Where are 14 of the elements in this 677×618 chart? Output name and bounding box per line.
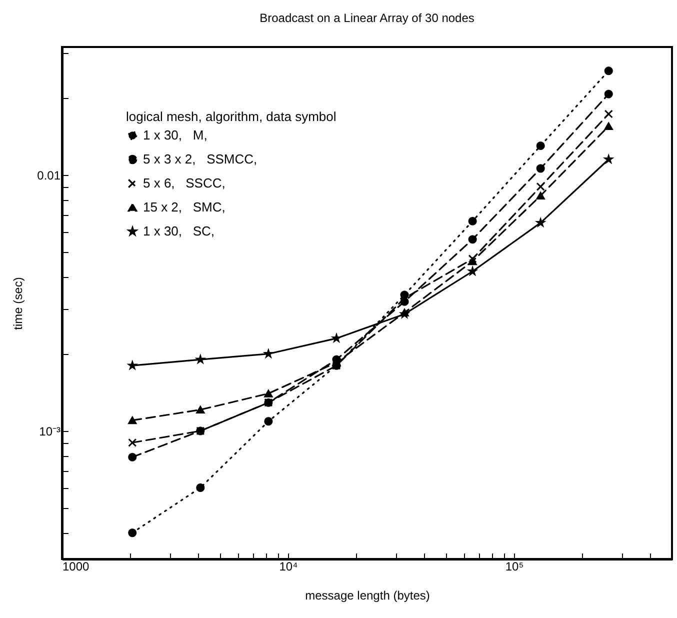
legend-label: 15 x 2, SMC, xyxy=(143,200,226,214)
legend-title: logical mesh, algorithm, data symbol xyxy=(126,109,336,124)
y-tick-label: 0.01 xyxy=(37,168,61,182)
x-tick-label: 10⁵ xyxy=(505,560,524,574)
y-tick-label: 10⁻³ xyxy=(39,424,61,438)
x-tick-label: 1000 xyxy=(62,560,90,574)
chart-title: Broadcast on a Linear Array of 30 nodes xyxy=(260,10,474,25)
y-axis-title: time (sec) xyxy=(11,277,26,330)
legend-label: 1 x 30, M, xyxy=(143,128,208,142)
x-tick-label: 10⁴ xyxy=(279,560,298,574)
legend-label: 1 x 30, SC, xyxy=(143,224,215,238)
legend-label: 5 x 6, SSCC, xyxy=(143,176,226,190)
x-axis-title: message length (bytes) xyxy=(305,588,430,602)
legend-label: 5 x 3 x 2, SSMCC, xyxy=(143,152,258,166)
